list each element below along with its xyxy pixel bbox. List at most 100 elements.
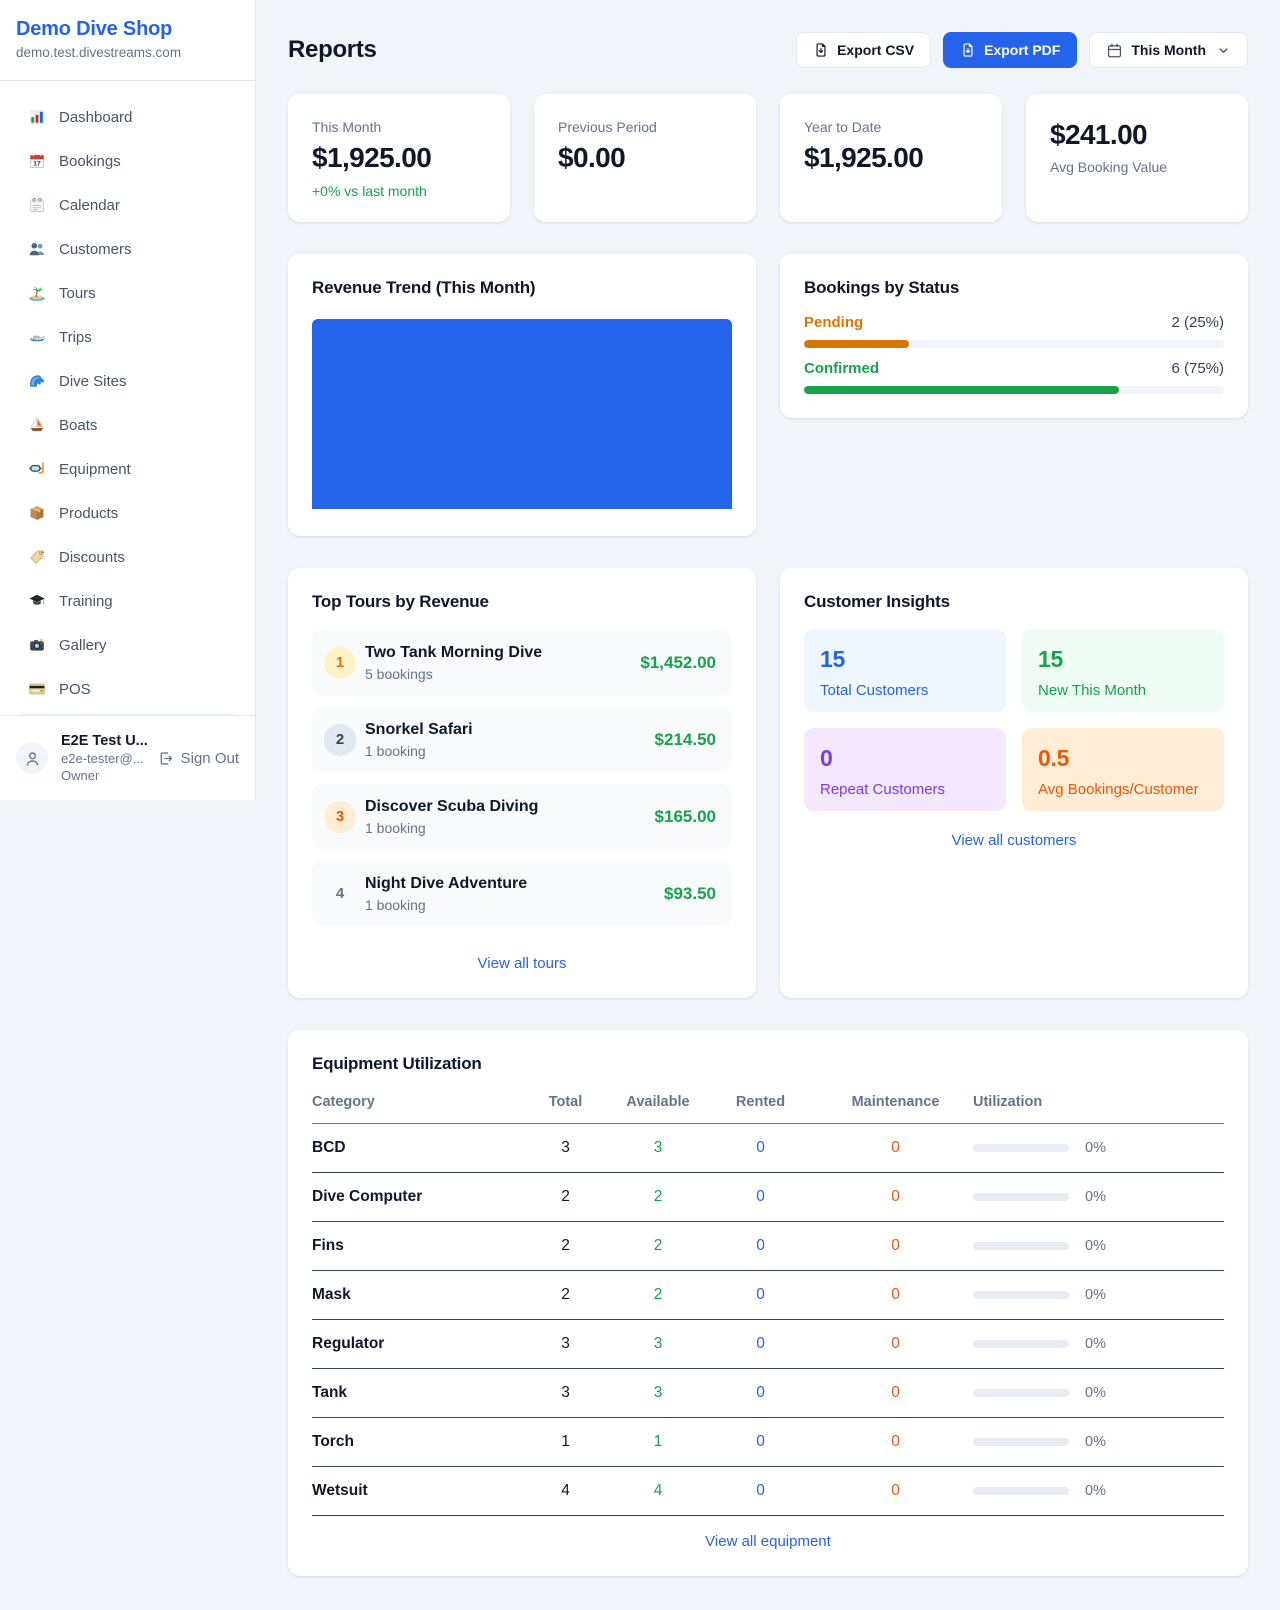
insight-value: 0.5 <box>1038 745 1070 771</box>
utilization-percent: 0% <box>1085 1140 1106 1156</box>
equip-maintenance: 0 <box>818 1172 973 1222</box>
utilization-bar-track <box>973 1438 1069 1446</box>
sidebar-item-discounts[interactable]: Discounts <box>16 537 239 577</box>
period-select-button[interactable]: This Month <box>1089 32 1248 68</box>
rank-badge: 4 <box>335 885 345 902</box>
equip-rented: 0 <box>703 1417 818 1467</box>
status-row-pending: Pending 2 (25%) <box>804 314 1224 348</box>
stat-card-previous-period: Previous Period $0.00 <box>534 94 756 222</box>
sidebar-item-customers[interactable]: Customers <box>16 229 239 269</box>
stat-label: Year to Date <box>804 119 882 135</box>
sidebar-item-label: Customers <box>59 240 132 258</box>
equip-total: 2 <box>518 1172 613 1222</box>
sidebar-item-equipment[interactable]: Equipment <box>16 449 239 489</box>
sign-out-button[interactable]: Sign Out <box>157 750 239 767</box>
sidebar-item-dive-sites[interactable]: Dive Sites <box>16 361 239 401</box>
sidebar-item-label: Trips <box>59 328 92 346</box>
bookings-by-status-title: Bookings by Status <box>804 278 960 297</box>
equipment-table: Category Total Available Rented Maintena… <box>312 1088 1224 1516</box>
motorboat-icon <box>28 328 46 346</box>
sidebar-item-dashboard[interactable]: Dashboard <box>16 97 239 137</box>
brand-block: Demo Dive Shop demo.test.divestreams.com <box>0 0 255 81</box>
equip-category: Fins <box>312 1221 518 1271</box>
sidebar-item-trips[interactable]: Trips <box>16 317 239 357</box>
utilization-percent: 0% <box>1085 1336 1106 1352</box>
sidebar-item-bookings[interactable]: Bookings <box>16 141 239 181</box>
view-all-customers-link[interactable]: View all customers <box>951 832 1077 849</box>
equip-available: 2 <box>613 1270 703 1320</box>
insight-tile-new-this-month: 15 New This Month <box>1022 629 1224 712</box>
rank-badge: 2 <box>324 723 356 756</box>
insight-value: 15 <box>820 646 845 672</box>
insight-tile-total-customers: 15 Total Customers <box>804 629 1006 712</box>
equip-maintenance: 0 <box>818 1123 973 1173</box>
stat-label: Avg Booking Value <box>1050 159 1168 175</box>
tour-bookings: 1 booking <box>365 819 426 836</box>
equipment-header-row: Category Total Available Rented Maintena… <box>312 1088 1224 1124</box>
sidebar-item-tours[interactable]: Tours <box>16 273 239 313</box>
export-pdf-button[interactable]: Export PDF <box>943 32 1078 68</box>
calendar-date-icon <box>28 152 46 170</box>
status-bar-fill <box>804 386 1119 394</box>
sidebar-item-training[interactable]: Training <box>16 581 239 621</box>
col-header-rented: Rented <box>703 1088 818 1124</box>
table-row: Dive Computer 2 2 0 0 0% <box>312 1172 1224 1222</box>
utilization-percent: 0% <box>1085 1385 1106 1401</box>
equip-rented: 0 <box>703 1270 818 1320</box>
credit-card-icon <box>28 680 46 698</box>
sidebar-item-boats[interactable]: Boats <box>16 405 239 445</box>
status-value: 2 (25%) <box>1171 314 1224 331</box>
view-all-equipment-link[interactable]: View all equipment <box>705 1533 831 1550</box>
sidebar-item-products[interactable]: Products <box>16 493 239 533</box>
utilization-percent: 0% <box>1085 1238 1106 1254</box>
top-tours-title: Top Tours by Revenue <box>312 592 489 611</box>
stat-card-year-to-date: Year to Date $1,925.00 <box>780 94 1002 222</box>
status-row-confirmed: Confirmed 6 (75%) <box>804 360 1224 394</box>
sidebar-item-reports-clipped[interactable] <box>16 713 239 715</box>
sidebar-item-label: Calendar <box>59 196 120 214</box>
sidebar-nav: Dashboard Bookings Calendar Customers To… <box>0 81 255 715</box>
customer-insights-title: Customer Insights <box>804 592 950 611</box>
insight-tile-avg-bookings: 0.5 Avg Bookings/Customer <box>1022 728 1224 811</box>
equip-category: Dive Computer <box>312 1172 518 1222</box>
period-label: This Month <box>1131 42 1206 58</box>
export-csv-button[interactable]: Export CSV <box>796 32 932 68</box>
tour-revenue: $93.50 <box>664 883 716 903</box>
insight-tile-repeat-customers: 0 Repeat Customers <box>804 728 1006 811</box>
sidebar-item-pos[interactable]: POS <box>16 669 239 709</box>
tour-row: 2 Snorkel Safari 1 booking $214.50 <box>312 707 732 772</box>
sign-out-icon <box>157 750 174 767</box>
sidebar-item-label: Dive Sites <box>59 372 127 390</box>
equip-available: 3 <box>613 1123 703 1173</box>
table-row: Regulator 3 3 0 0 0% <box>312 1319 1224 1369</box>
rank-badge: 3 <box>324 800 356 833</box>
stats-row: This Month $1,925.00 +0% vs last month P… <box>288 94 1248 222</box>
equip-category: Torch <box>312 1417 518 1467</box>
sidebar-item-label: Products <box>59 504 119 522</box>
equip-total: 3 <box>518 1368 613 1418</box>
equip-rented: 0 <box>703 1123 818 1173</box>
table-row: BCD 3 3 0 0 0% <box>312 1123 1224 1173</box>
rank-badge: 1 <box>324 646 356 679</box>
sidebar-item-label: Tours <box>59 284 96 302</box>
tour-bookings: 1 booking <box>365 896 426 913</box>
sidebar-item-gallery[interactable]: Gallery <box>16 625 239 665</box>
equipment-utilization-title: Equipment Utilization <box>312 1054 482 1073</box>
utilization-bar-track <box>973 1193 1069 1201</box>
user-role: Owner <box>61 768 100 783</box>
sidebar-item-label: Gallery <box>59 636 107 654</box>
equip-category: BCD <box>312 1123 518 1173</box>
equip-available: 3 <box>613 1319 703 1369</box>
insight-grid: 15 Total Customers 15 New This Month 0 R… <box>804 629 1224 811</box>
tour-name: Discover Scuba Diving <box>365 797 539 815</box>
camera-icon <box>28 636 46 654</box>
insight-label: Repeat Customers <box>820 781 946 798</box>
sidebar-item-calendar[interactable]: Calendar <box>16 185 239 225</box>
col-header-category: Category <box>312 1088 518 1124</box>
stat-value: $0.00 <box>558 142 626 173</box>
equip-category: Regulator <box>312 1319 518 1369</box>
sign-out-label: Sign Out <box>180 749 239 767</box>
status-bar-track <box>804 340 1224 348</box>
view-all-tours-link[interactable]: View all tours <box>477 955 567 972</box>
page-title: Reports <box>288 36 377 63</box>
